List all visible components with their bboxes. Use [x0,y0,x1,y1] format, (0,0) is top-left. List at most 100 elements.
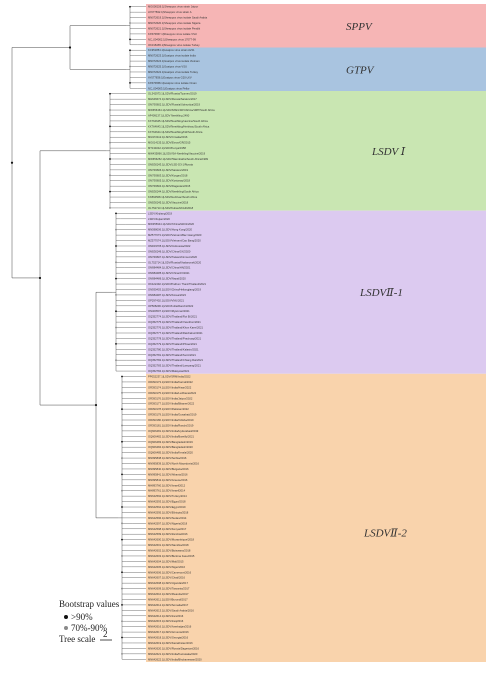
leaf-label: MN995838.1|LSDV/Serbia/2016 [148,456,187,460]
bootstrap-node [121,440,123,443]
leaf-label: OR393179.1|LSDV/India/Guwahati/2019 [148,413,197,417]
bootstrap-node [115,277,117,280]
leaf-label: OM793607.1|LSDV/Taiwan/Kinmen/2020 [148,255,197,259]
clade-labels: SPPV GTPV LSDV Ⅰ LSDVⅡ-1 LSDVⅡ-2 [346,21,407,540]
leaf-label: MH893761.1|LSDV/Israel/2014 [148,489,186,493]
leaf-label: KX764645.1|LSDV/Neethling/vaccine/South … [148,119,208,123]
leaf-label: OR393181.1|LSDV/India/Ranchi/2019 [148,423,194,427]
legend: Bootstrap values >90% 70%-90% Tree scale… [59,599,120,644]
leaf-label: OQ606481.1|LSDV/India/Hyderabad/2019 [148,429,199,433]
leaf-label: MN642599.1|LSDV/Zambia/2016 [148,532,188,536]
clade-label-1: GTPV [346,64,375,76]
clade-label-4: LSDVⅡ-2 [363,527,407,539]
leaf-label: MN642621.1|LSDV/India/Karnataka/2020 [148,652,198,656]
leaf-label: MW656464.1|LSDV/MAI/LSDV/Africa/1987/Sou… [148,108,215,112]
tree-scale-value: 2 [103,629,108,639]
leaf-label: OQ352777.1|LSDV/Thailand/Ratchaburi/2021 [148,331,203,335]
leaf-label: MN642598.1|LSDV/Kenya/2017 [148,527,187,531]
legend-item-mid: 70%-90% [71,623,107,633]
bootstrap-node [121,375,123,378]
leaf-label: MN995842.1|LSDV/Greece/2016 [148,478,188,482]
bootstrap-node [10,161,14,164]
leaf-label: AF409137.1|LSDV Neethling 2490 [148,113,190,117]
leaf-label: OM793605.1|LSDV/Kostanay/2018 [148,179,190,183]
leaf-label: OQ606485.1|LSDV/India/Kerala/2020 [148,451,193,455]
bootstrap-node [121,408,123,411]
leaf-label: OQ352780.1|LSDV/Thailand/Kalasin/2021 [148,347,199,351]
bootstrap-node [109,125,111,128]
bootstrap-node [121,587,123,590]
leaf-label: MN642608.1|LSDV/Uganda/2017 [148,581,188,585]
leaf-label: OL752713.1|LSDV/Kubash/KAZ/2018 [148,206,194,210]
leaf-label: ON400507.1|LSDV/Myanmar/2021 [148,309,190,313]
clade-bands [146,4,486,662]
legend-title: Bootstrap values [59,599,120,609]
leaf-label: OR393180.1|LSDV/India/Odisha/2019 [148,418,194,422]
leaf-label: AY077836.1|Goatpox virus G20-LKV [148,75,192,79]
leaf-label: MN642604.1|LSDV/Mali/2015 [148,559,184,563]
leaf-label: MN642619.1|LSDV/Kazakhstan/2016 [148,641,193,645]
leaf-label: MN642609.1|LSDV/Tanzania/2017 [148,587,190,591]
bootstrap-node [115,294,117,296]
bootstrap-node [115,228,117,231]
leaf-label: MG014135.1|LSDV/Evros/GR/2015 [148,141,191,145]
bootstrap-node [38,276,42,280]
leaf-label: OQ606482.1|LSDV/India/Bareilly/2021 [148,434,194,438]
leaf-label: OM984484.1|LSDV/China/HN/2021 [148,266,191,270]
bootstrap-node [121,636,123,639]
leaf-label: OQ352776.1|LSDV/Thailand/Khon Kaen/2021 [148,326,203,330]
leaf-label: OQ352782.1|LSDV/Thailand/Chiang Rai/2021 [148,358,203,362]
leaf-label: OM984487.1|LSDV/Korea/2023 [148,293,186,297]
clade-band-2 [146,91,486,211]
leaf-label: MZ577073.1|LSDV/Vietnam/Bac Giang/2020 [148,233,202,237]
bootstrap-node [121,620,123,623]
leaf-label: MN995839.1|LSDV/North Macedonia/2016 [148,462,200,466]
bootstrap-node [121,555,123,557]
leaf-label: MN642603.1|LSDV/Burkina Faso/2015 [148,554,195,558]
leaf-label: KX576657.1|Sheeppox virus isolate VSU [148,32,197,36]
leaf-label: MN598006.1|LSDV/Hong Kong/2020 [148,228,193,232]
leaf-label: MN072625.1|Goatpox virus VSU [148,65,187,69]
leaf-label: OM984485.1|LSDV/China/JX/2021 [148,271,190,275]
leaf-label: KC951854.1|Goatpox virus strain AV41 [148,48,195,52]
leaf-label: OM793604.1|LSDV/Dagestan/2015 [148,184,191,188]
bootstrap-node [115,212,117,215]
leaf-label: LSDV/Xinjiang/2019 [148,211,173,215]
leaf-label: OQ352784.1|LSDV/Malaysia/2021 [148,369,190,373]
clade-band-3 [146,210,486,374]
leaf-label: KX894508.1|LSDV/Herbivac/South Africa [148,195,198,199]
clade-band-1 [146,47,486,92]
bootstrap-node [121,489,123,492]
leaf-label: MN642618.1|LSDV/Georgia/2016 [148,636,189,640]
leaf-label: MN642607.1|LSDV/Chad/2016 [148,576,186,580]
leaf-label: NC_004003.1|Goatpox virus Pellor [148,86,190,90]
bootstrap-node [109,158,111,160]
leaf-label: OR393177.1|LSDV/India/Bikaner/2022 [148,402,195,406]
bootstrap-node [115,261,117,264]
leaf-label: MN642601.1|LSDV/Namibia/2018 [148,543,189,547]
leaf-label: MG000156.1|Sheeppox virus strain Jaipur [148,5,198,9]
bootstrap-node [109,207,111,209]
tree-scale-label: Tree scale [59,634,95,644]
bootstrap-node [121,522,123,525]
leaf-label: OP297402.1|LSDV/VNU/2021 [148,298,184,302]
leaf-label: MN072621.1|Sheeppox virus isolate Pendik [148,26,201,30]
leaf-label: MN642593.1|LSDV/Egypt/2018 [148,500,186,504]
bootstrap-node [121,424,123,427]
leaf-label: OP508296.1|LSDV/India/Ranchi/2022 [148,304,194,308]
leaf-label: MN072620.1|Sheeppox virus isolate Nigeri… [148,21,201,25]
leaf-label: OM530246.1|LSDV/China/GX/2020 [148,249,191,253]
leaf-label: OM793603.1|LSDV/Kurgan/2018 [148,173,188,177]
leaf-label: MN995840.1|LSDV/Bulgaria/2016 [148,467,189,471]
clade-band-0 [146,4,486,48]
leaf-label: OR393176.1|LSDV/India/Jaipur/2022 [148,396,193,400]
bootstrap-node [129,22,131,24]
bootstrap-node [121,391,123,394]
leaf-label: OR393174.1|LSDV/India/Hisar/2022 [148,385,192,389]
leaf-label: OQ606484.1|LSDV/Bangladesh/2020 [148,445,193,449]
bootstrap-node [121,538,123,541]
leaf-label: MN642617.1|LSDV/Armenia/2016 [148,630,189,634]
bootstrap-node [115,342,117,345]
leaf-label: MT134042.1|LSDV/Kenya/1958 [148,146,186,150]
